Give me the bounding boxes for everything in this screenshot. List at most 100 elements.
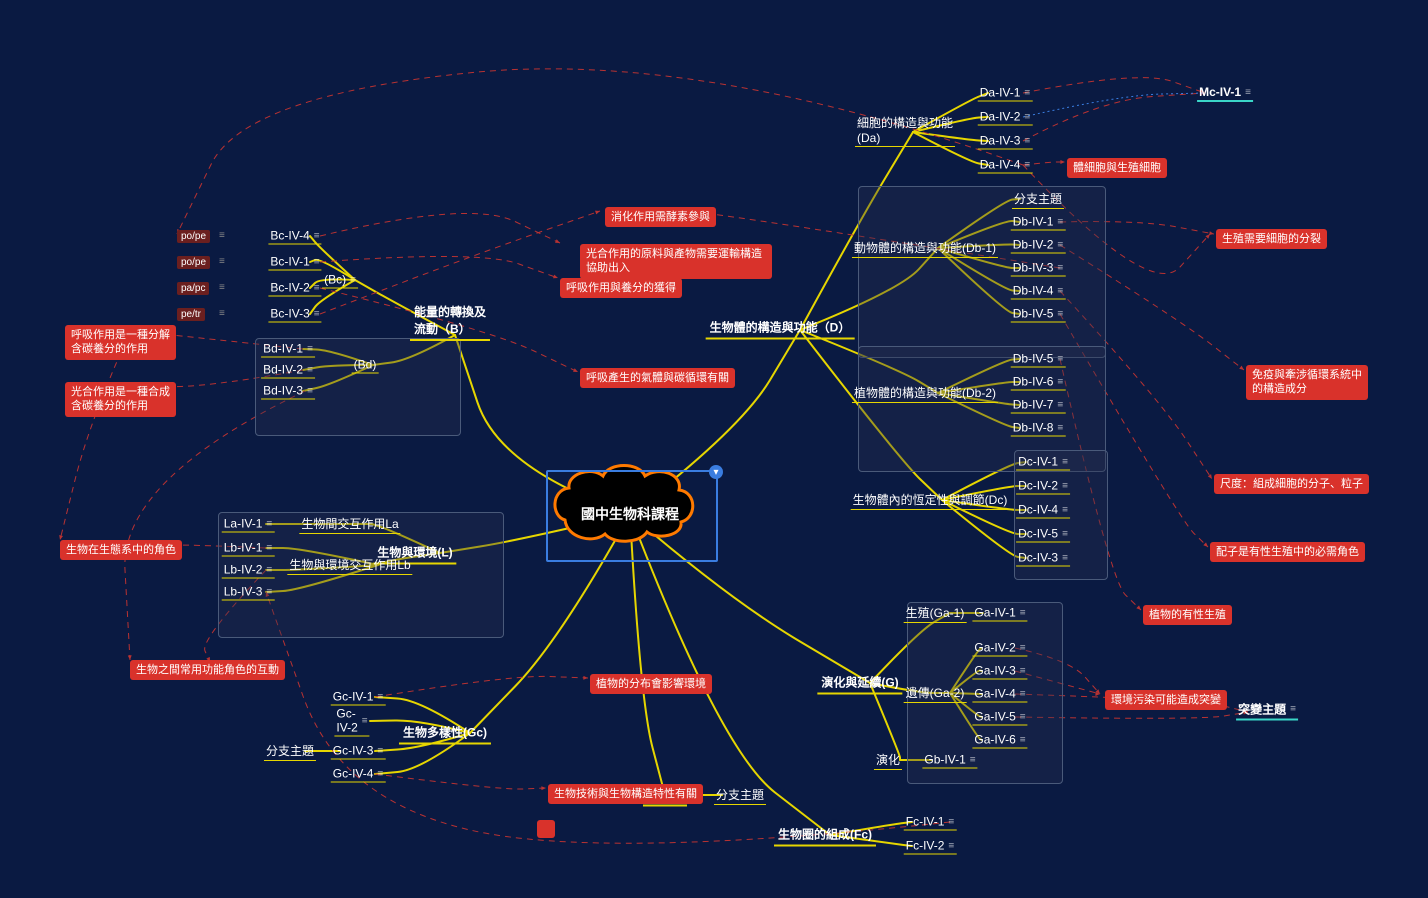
- annotation-tag[interactable]: 配子是有性生殖中的必需角色: [1210, 542, 1365, 562]
- annotation-tag[interactable]: 體細胞與生殖細胞: [1067, 158, 1167, 178]
- sub-heading[interactable]: 生物間交互作用La: [299, 514, 400, 534]
- leaf-node[interactable]: Gc-IV-3≡: [331, 743, 386, 760]
- leaf-node[interactable]: Ga-IV-3≡: [972, 663, 1027, 680]
- leaf-node[interactable]: Gc-IV-1≡: [331, 689, 386, 706]
- menu-icon[interactable]: ≡: [1245, 87, 1251, 98]
- branch-heading[interactable]: 生物多樣性(Gc): [399, 722, 491, 745]
- branch-heading[interactable]: 生物體的構造與功能（D）: [706, 317, 855, 340]
- menu-icon[interactable]: ≡: [1024, 135, 1030, 146]
- menu-icon[interactable]: ≡: [350, 274, 356, 285]
- leaf-node[interactable]: Ga-IV-6≡: [972, 732, 1027, 749]
- menu-icon[interactable]: ≡: [377, 745, 383, 756]
- menu-icon[interactable]: ≡: [1057, 422, 1063, 433]
- annotation-tag[interactable]: 生物技術與生物構造特性有關: [548, 784, 703, 804]
- annotation-tag[interactable]: 消化作用需酵素參與: [605, 207, 716, 227]
- collapse-toggle[interactable]: ▾: [709, 465, 723, 479]
- branch-heading[interactable]: 能量的轉換及 流動（B）: [410, 301, 490, 341]
- leaf-node[interactable]: Dc-IV-1≡: [1016, 454, 1070, 471]
- annotation-tag[interactable]: 呼吸作用是一種分解 含碳養分的作用: [65, 325, 176, 360]
- leaf-node[interactable]: Db-IV-7≡: [1011, 397, 1066, 414]
- center-topic[interactable]: 國中生物科課程: [560, 484, 700, 544]
- annotation-tag[interactable]: 呼吸產生的氣體與碳循環有關: [580, 368, 735, 388]
- leaf-node[interactable]: Da-IV-3≡: [978, 133, 1033, 150]
- leaf-node[interactable]: Bc-IV-1≡: [268, 254, 321, 271]
- leaf-node[interactable]: Bd-IV-2≡: [261, 362, 315, 379]
- leaf-node[interactable]: Db-IV-2≡: [1011, 237, 1066, 254]
- leaf-node[interactable]: Dc-IV-4≡: [1016, 502, 1070, 519]
- sub-heading[interactable]: 演化: [874, 750, 902, 770]
- menu-icon[interactable]: ≡: [1024, 159, 1030, 170]
- annotation-tag[interactable]: 光合作用是一種合成 含碳養分的作用: [65, 382, 176, 417]
- menu-icon[interactable]: ≡: [307, 385, 313, 396]
- menu-icon[interactable]: ≡: [314, 230, 320, 241]
- leaf-node[interactable]: Da-IV-1≡: [978, 85, 1033, 102]
- sub-heading[interactable]: 植物體的構造與功能(Db-2): [852, 383, 998, 403]
- leaf-node[interactable]: La-IV-1≡: [222, 516, 275, 533]
- annotation-tag[interactable]: 呼吸作用與養分的獲得: [560, 278, 682, 298]
- leaf-node[interactable]: Fc-IV-2≡: [904, 838, 957, 855]
- sub-heading[interactable]: (Bd): [352, 357, 379, 374]
- annotation-tag[interactable]: 光合作用的原料與產物需要運輸構造協助出入: [580, 244, 772, 279]
- leaf-node[interactable]: Db-IV-5≡: [1011, 306, 1066, 323]
- menu-icon[interactable]: ≡: [1020, 711, 1026, 722]
- menu-icon[interactable]: ≡: [1062, 504, 1068, 515]
- leaf-node[interactable]: 突變主題≡: [1236, 700, 1298, 721]
- menu-icon[interactable]: ≡: [266, 542, 272, 553]
- sub-heading[interactable]: (Bc)≡: [322, 272, 358, 289]
- leaf-node[interactable]: Dc-IV-5≡: [1016, 526, 1070, 543]
- leaf-node[interactable]: Ga-IV-5≡: [972, 709, 1027, 726]
- menu-icon[interactable]: ≡: [1062, 456, 1068, 467]
- leaf-node[interactable]: 分支主題: [264, 741, 316, 761]
- menu-icon[interactable]: ≡: [307, 364, 313, 375]
- leaf-node[interactable]: Ga-IV-2≡: [972, 640, 1027, 657]
- menu-icon[interactable]: ≡: [1057, 399, 1063, 410]
- menu-icon[interactable]: ≡: [1020, 734, 1026, 745]
- leaf-node[interactable]: 分支主題: [1012, 189, 1064, 209]
- menu-icon[interactable]: ≡: [377, 768, 383, 779]
- leaf-node[interactable]: Bd-IV-3≡: [261, 383, 315, 400]
- leaf-node[interactable]: Da-IV-4≡: [978, 157, 1033, 174]
- menu-icon[interactable]: ≡: [314, 282, 320, 293]
- leaf-node[interactable]: Da-IV-2≡: [978, 109, 1033, 126]
- leaf-node[interactable]: Lb-IV-2≡: [222, 562, 275, 579]
- menu-icon[interactable]: ≡: [266, 564, 272, 575]
- menu-icon[interactable]: ≡: [1020, 665, 1026, 676]
- leaf-node[interactable]: Bd-IV-1≡: [261, 341, 315, 358]
- menu-icon[interactable]: ≡: [1057, 376, 1063, 387]
- sub-heading[interactable]: 生物與環境交互作用Lb: [287, 555, 412, 575]
- leaf-node[interactable]: Lb-IV-3≡: [222, 584, 275, 601]
- annotation-tag[interactable]: 環境污染可能造成突變: [1105, 690, 1227, 710]
- menu-icon[interactable]: ≡: [219, 230, 225, 241]
- annotation-tag[interactable]: 生物之間常用功能角色的互動: [130, 660, 285, 680]
- leaf-node[interactable]: Gb-IV-1≡: [922, 752, 977, 769]
- menu-icon[interactable]: ≡: [1057, 262, 1063, 273]
- menu-icon[interactable]: ≡: [314, 256, 320, 267]
- menu-icon[interactable]: ≡: [1020, 607, 1026, 618]
- sub-heading[interactable]: 分支主題: [714, 785, 766, 805]
- leaf-node[interactable]: Lb-IV-1≡: [222, 540, 275, 557]
- leaf-node[interactable]: Ga-IV-1≡: [972, 605, 1027, 622]
- leaf-node[interactable]: Mc-IV-1≡: [1197, 84, 1253, 102]
- menu-icon[interactable]: ≡: [1062, 480, 1068, 491]
- menu-icon[interactable]: ≡: [1062, 528, 1068, 539]
- leaf-node[interactable]: Db-IV-5≡: [1011, 351, 1066, 368]
- menu-icon[interactable]: ≡: [1020, 688, 1026, 699]
- leaf-node[interactable]: Fc-IV-1≡: [904, 814, 957, 831]
- leaf-node[interactable]: Bc-IV-4≡: [268, 228, 321, 245]
- menu-icon[interactable]: ≡: [266, 518, 272, 529]
- menu-icon[interactable]: ≡: [377, 691, 383, 702]
- menu-icon[interactable]: ≡: [948, 840, 954, 851]
- sub-heading[interactable]: 遺傳(Ga-2): [904, 683, 967, 703]
- annotation-tag[interactable]: 免疫與牽涉循環系統中 的構造成分: [1246, 365, 1368, 400]
- leaf-node[interactable]: Bc-IV-2≡: [268, 280, 321, 297]
- menu-icon[interactable]: ≡: [362, 715, 368, 726]
- leaf-node[interactable]: Dc-IV-2≡: [1016, 478, 1070, 495]
- leaf-node[interactable]: Dc-IV-3≡: [1016, 550, 1070, 567]
- sub-heading[interactable]: 動物體的構造與功能(Db-1): [852, 238, 998, 258]
- menu-icon[interactable]: ≡: [314, 308, 320, 319]
- leaf-node[interactable]: Db-IV-3≡: [1011, 260, 1066, 277]
- leaf-node[interactable]: Bc-IV-3≡: [268, 306, 321, 323]
- menu-icon[interactable]: ≡: [1057, 239, 1063, 250]
- menu-icon[interactable]: ≡: [219, 256, 225, 267]
- floating-red-marker[interactable]: [537, 820, 555, 838]
